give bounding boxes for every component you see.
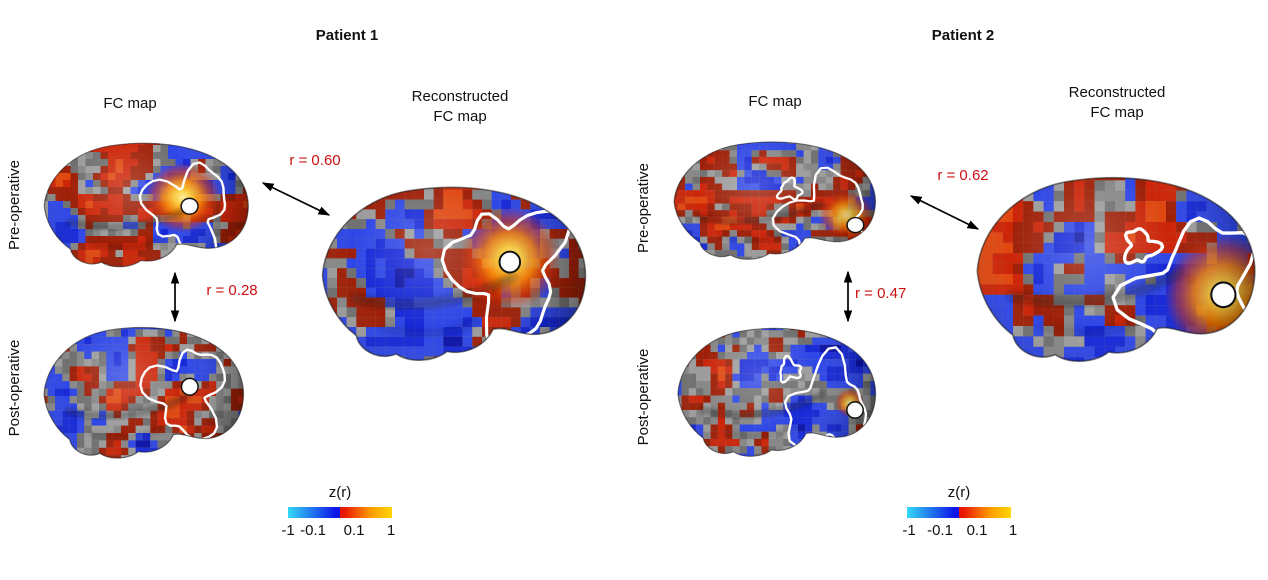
brain-p1-preop-fc-map [33,138,258,278]
brain-outline [43,142,249,268]
roi-outline [440,209,572,353]
p1-postoperative-row-label: Post-operative [6,339,23,437]
p1-colorbar-tick-pos1: 1 [386,522,396,539]
brain-p2-reconstructed-fc-map [962,170,1268,378]
p1-colorbar-tick-neg1: -1 [281,522,295,539]
p1-colorbar-tick-pos01: 0.1 [343,522,365,539]
p2-correlation-recon-value: r = 0.62 [937,167,989,184]
p2-prepost-correlation-arrow [843,270,853,323]
roi-outline [771,166,874,260]
brain-surface-svg [976,176,1256,362]
p2-colorbar-title: z(r) [947,484,971,501]
p2-colorbar-tick-neg01: -0.1 [927,522,953,539]
p2-reconstructed-label-line2: FC map [1090,104,1144,121]
seed-marker [846,216,865,234]
roi-outline [1111,216,1255,362]
patient-1-title: Patient 1 [315,27,379,44]
fc-map-surface [44,327,244,459]
brain-outline [673,141,876,260]
fc-map-surface [322,187,586,361]
roi-outline-secondary [1122,227,1165,266]
brain-outline [321,186,587,361]
seed-marker [846,401,864,419]
brain-surface-svg [673,141,876,260]
p1-colorbar-gradient [288,507,392,518]
patient-2-title: Patient 2 [931,27,995,44]
brain-p1-postop-fc-map [33,322,253,470]
p1-colorbar-tick-neg01: -0.1 [300,522,326,539]
brain-outline [976,176,1256,362]
brain-p1-reconstructed-fc-map [308,180,598,376]
p1-preoperative-row-label: Pre-operative [6,159,23,251]
p2-reconstructed-label-line1: Reconstructed [1068,84,1166,101]
fc-map-surface [674,141,876,260]
p1-reconstructed-column-label: Reconstructed FC map [380,87,540,127]
p1-reconstructed-label-line2: FC map [433,108,487,125]
p2-colorbar-gradient [907,507,1011,518]
roi-outline-secondary [775,176,804,201]
brain-surface-svg [43,142,249,268]
p1-correlation-recon-value: r = 0.60 [289,152,341,169]
p1-recon-correlation-arrow [261,182,331,216]
p2-reconstructed-column-label: Reconstructed FC map [1037,83,1197,123]
seed-marker [180,197,199,215]
brain-outline [43,326,244,459]
roi-outline [139,348,227,441]
p2-colorbar-tick-neg1: -1 [902,522,916,539]
p2-fc-map-column-label: FC map [748,93,802,110]
brain-surface-svg [43,326,244,459]
brain-p2-postop-fc-map [667,323,885,468]
fc-map-surface [44,143,249,267]
p1-correlation-prepost-value: r = 0.28 [206,282,258,299]
p1-fc-map-column-label: FC map [103,95,157,112]
brain-outline [677,327,877,457]
p1-prepost-correlation-arrow [170,271,180,323]
p2-correlation-prepost-value: r = 0.47 [855,285,907,302]
p2-colorbar-tick-pos1: 1 [1008,522,1018,539]
p2-recon-correlation-arrow [909,195,980,230]
roi-outline-secondary [779,354,803,384]
brain-surface-svg [677,327,877,457]
brain-surface-svg [321,186,587,361]
fc-map-surface [977,177,1255,362]
p2-colorbar-tick-pos01: 0.1 [966,522,988,539]
p1-colorbar-ticks: -1 -0.1 0.1 1 [281,522,396,540]
seed-marker [498,250,522,274]
p2-colorbar-ticks: -1 -0.1 0.1 1 [902,522,1017,540]
seed-marker [180,377,199,396]
p2-preoperative-row-label: Pre-operative [635,162,652,254]
p2-postoperative-row-label: Post-operative [635,348,652,446]
brain-p2-preop-fc-map [663,137,885,270]
fc-map-surface [677,328,876,457]
seed-marker [1210,281,1237,309]
p1-colorbar-title: z(r) [328,484,352,501]
p1-reconstructed-label-line1: Reconstructed [411,88,509,105]
